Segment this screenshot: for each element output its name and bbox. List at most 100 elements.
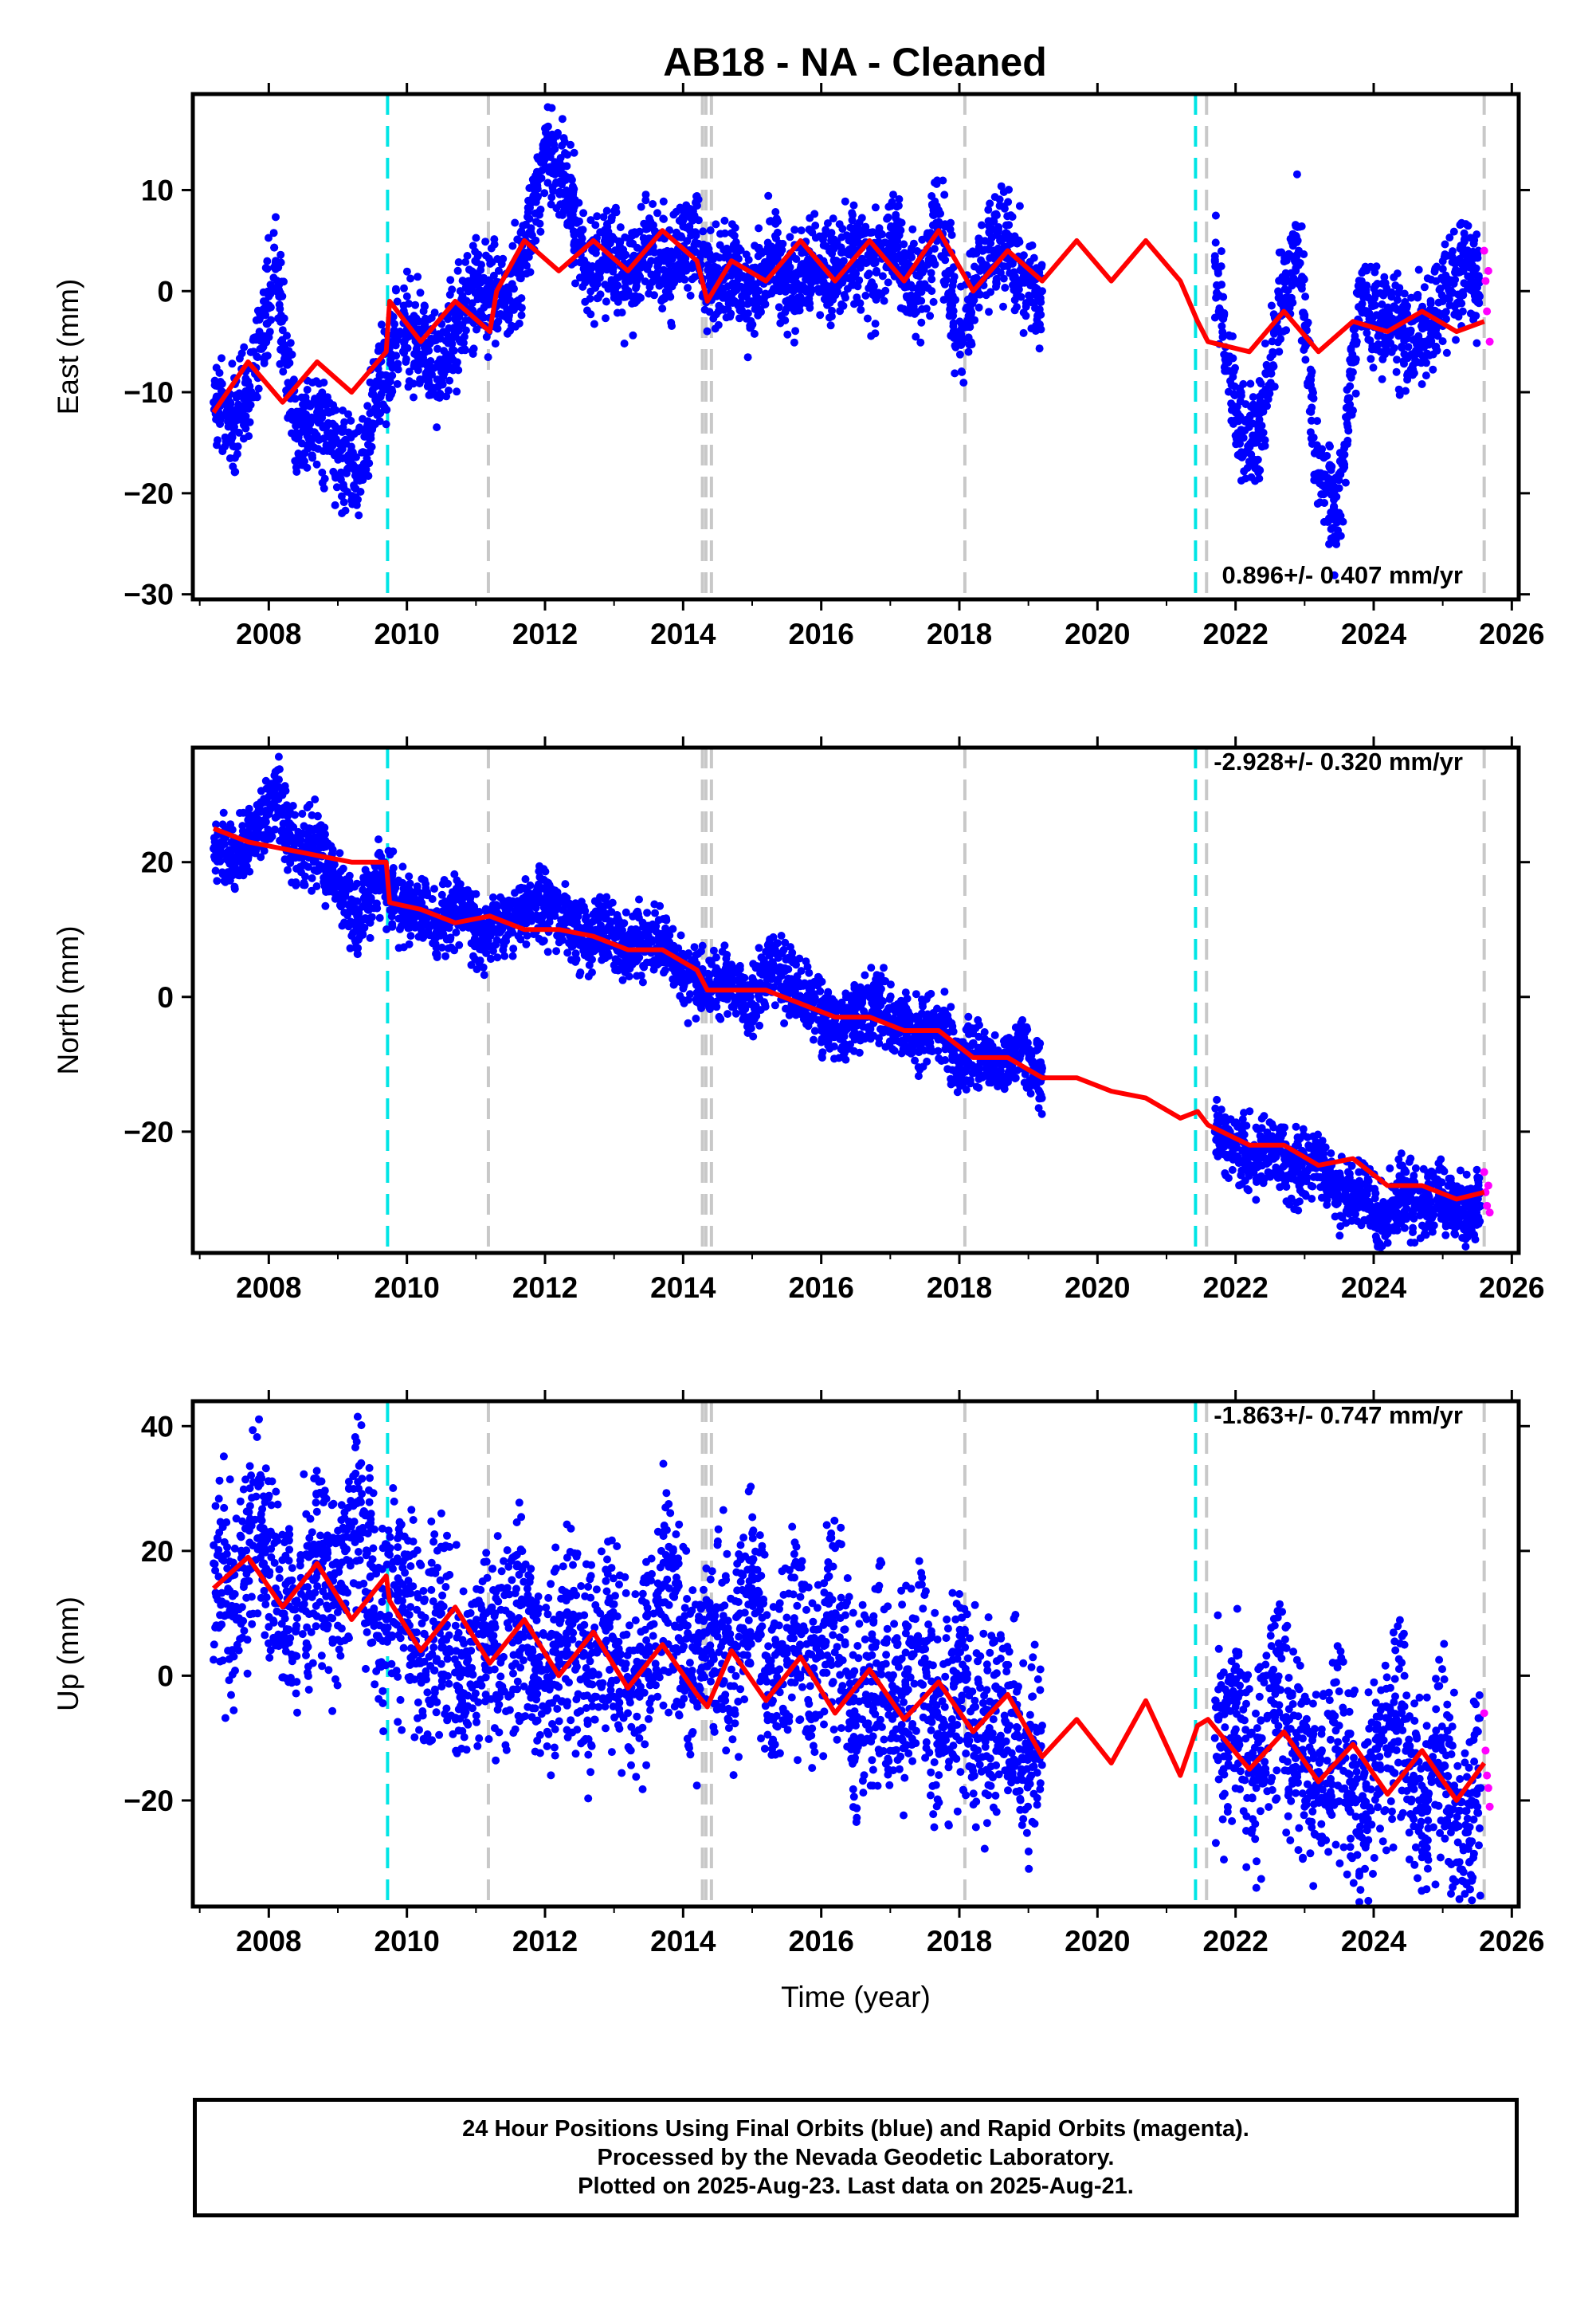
final-orbit-data-point — [1397, 327, 1406, 336]
final-orbit-point — [1348, 350, 1357, 359]
final-orbit-point — [691, 238, 700, 246]
final-orbit-point — [220, 840, 229, 848]
final-orbit-point — [846, 223, 855, 232]
final-orbit-point — [786, 233, 794, 242]
final-orbit-point — [343, 901, 352, 909]
final-orbit-point — [699, 249, 708, 258]
final-orbit-point — [531, 171, 539, 180]
final-orbit-point — [450, 870, 459, 878]
final-orbit-point — [620, 340, 629, 348]
final-orbit-point — [528, 194, 537, 202]
final-orbit-point — [214, 436, 222, 445]
final-orbit-point — [399, 885, 408, 893]
final-orbit-point — [573, 218, 582, 227]
final-orbit-point — [541, 124, 549, 133]
final-orbit-point — [797, 261, 806, 269]
final-orbit-point — [218, 354, 225, 363]
final-orbit-point — [1241, 400, 1250, 409]
final-orbit-point — [316, 865, 324, 874]
final-orbit-point — [900, 256, 908, 265]
final-orbit-point — [596, 228, 605, 237]
final-orbit-point — [727, 309, 735, 318]
final-orbit-point — [1017, 293, 1025, 301]
final-orbit-point — [1257, 422, 1266, 430]
final-orbit-point — [547, 193, 556, 202]
final-orbit-point — [1247, 458, 1256, 467]
final-orbit-point — [458, 320, 467, 329]
final-orbit-data-point — [1376, 317, 1385, 326]
final-orbit-point — [648, 277, 657, 286]
final-orbit-point — [426, 921, 435, 929]
final-orbit-point — [296, 862, 304, 871]
final-orbit-point — [855, 276, 864, 285]
final-orbit-point — [978, 246, 987, 255]
final-orbit-point — [433, 423, 441, 432]
final-orbit-point — [684, 284, 692, 293]
final-orbit-point — [355, 905, 363, 914]
final-orbit-point — [880, 296, 888, 305]
final-orbit-point — [624, 288, 633, 296]
final-orbit-point — [502, 937, 511, 945]
final-orbit-point — [1307, 407, 1316, 416]
final-orbit-point — [1211, 211, 1220, 220]
final-orbit-point — [277, 827, 286, 836]
final-orbit-point — [930, 245, 939, 253]
final-orbit-point — [1237, 448, 1245, 457]
final-orbit-point — [869, 228, 877, 237]
final-orbit-point — [778, 245, 786, 254]
final-orbit-point — [514, 296, 523, 304]
final-orbit-point — [276, 359, 284, 368]
final-orbit-point — [825, 292, 833, 300]
final-orbit-point — [981, 237, 990, 245]
final-orbit-point — [679, 222, 688, 231]
final-orbit-point — [1364, 336, 1373, 344]
final-orbit-point — [347, 917, 355, 926]
final-orbit-point — [450, 308, 459, 317]
final-orbit-data-point — [1210, 257, 1219, 265]
final-orbit-point — [1327, 534, 1335, 543]
final-orbit-point — [586, 216, 595, 225]
final-orbit-point — [337, 468, 345, 477]
final-orbit-point — [261, 311, 269, 320]
final-orbit-point — [994, 226, 1002, 234]
final-orbit-point — [256, 336, 265, 344]
final-orbit-point — [1309, 394, 1318, 403]
final-orbit-point — [984, 206, 993, 214]
final-orbit-point — [279, 833, 288, 842]
final-orbit-point — [300, 822, 308, 831]
final-orbit-point — [437, 890, 446, 899]
final-orbit-point — [1374, 332, 1382, 340]
final-orbit-point — [1392, 367, 1401, 376]
final-orbit-point — [509, 944, 518, 953]
final-orbit-point — [278, 336, 287, 344]
final-orbit-point — [461, 345, 469, 354]
final-orbit-point — [884, 278, 892, 287]
final-orbit-point — [607, 216, 616, 225]
final-orbit-point — [1460, 238, 1469, 245]
final-orbit-point — [243, 809, 252, 818]
final-orbit-point — [908, 225, 917, 234]
final-orbit-point — [236, 809, 244, 817]
final-orbit-point — [297, 393, 306, 402]
final-orbit-point — [260, 831, 269, 840]
final-orbit-point — [454, 366, 463, 375]
final-orbit-point — [260, 820, 269, 829]
final-orbit-data-point — [686, 226, 694, 235]
final-orbit-point — [320, 484, 328, 493]
final-orbit-point — [316, 415, 325, 424]
final-orbit-point — [1253, 455, 1262, 464]
final-orbit-point — [291, 395, 300, 403]
final-orbit-data-point — [914, 296, 922, 305]
final-orbit-point — [1382, 321, 1390, 330]
final-orbit-point — [748, 320, 757, 329]
final-orbit-point — [811, 222, 820, 230]
final-orbit-point — [997, 182, 1006, 190]
final-orbit-point — [763, 238, 772, 247]
final-orbit-point — [594, 293, 602, 302]
final-orbit-point — [1270, 383, 1279, 391]
final-orbit-point — [700, 305, 709, 314]
final-orbit-point — [1461, 220, 1470, 229]
final-orbit-point — [254, 384, 263, 393]
final-orbit-point — [716, 241, 724, 249]
final-orbit-point — [927, 275, 936, 284]
